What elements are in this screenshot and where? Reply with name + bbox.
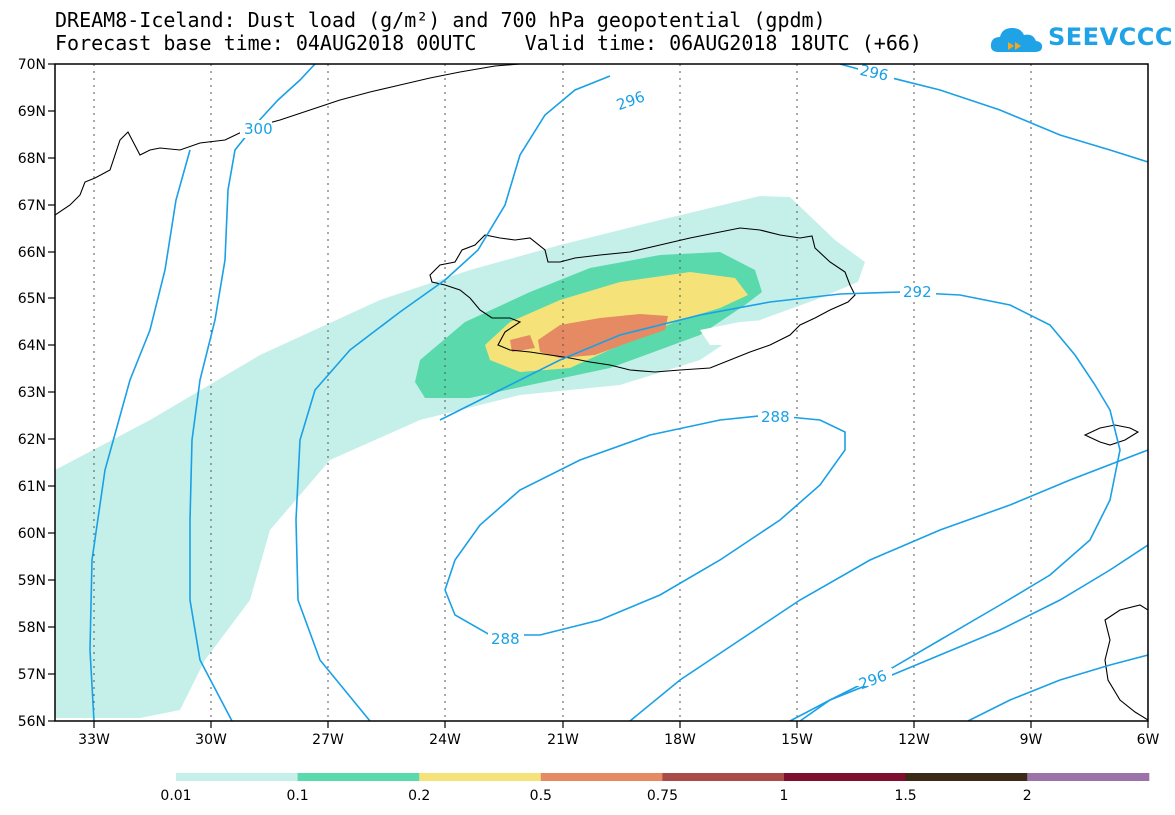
contour-288 [444, 414, 846, 636]
lat-label: 62N [18, 432, 46, 448]
clear-patch [700, 318, 820, 345]
lat-label: 58N [18, 620, 46, 636]
lat-label: 67N [18, 198, 46, 214]
geopotential-contours [89, 64, 1148, 721]
lon-label: 12W [898, 732, 930, 748]
map-title: DREAM8-Iceland: Dust load (g/m²) and 700… [55, 8, 826, 32]
lat-label: 61N [18, 479, 46, 495]
contour-296-southeast [799, 544, 1148, 721]
lat-label: 66N [18, 245, 46, 261]
contour-92-southwest [89, 149, 191, 721]
lon-label: 15W [781, 732, 813, 748]
lon-label: 30W [195, 732, 227, 748]
lat-label: 56N [18, 714, 46, 730]
contour-label: 288 [761, 408, 790, 426]
lat-label: 69N [18, 104, 46, 120]
colorbar-swatch [784, 773, 907, 781]
lat-label: 59N [18, 573, 46, 589]
iceland-coast [429, 227, 856, 373]
contour-label: 292 [903, 283, 932, 301]
latitude-labels: 70N 69N 68N 67N 66N 65N 64N 63N 62N 61N … [18, 57, 46, 730]
lat-label: 60N [18, 526, 46, 542]
contour-label-group: 300 296 296 292 288 288 296 [240, 61, 936, 693]
colorbar-label: 1.5 [894, 788, 916, 804]
graticule [93, 64, 1032, 721]
contour-label: 296 [858, 61, 890, 85]
colorbar-swatch [1027, 773, 1150, 781]
contour-296-west [295, 75, 611, 721]
colorbar-label: 1 [780, 788, 789, 804]
contour-label: 288 [491, 630, 520, 648]
lon-label: 9W [1020, 732, 1043, 748]
colorbar-swatch [176, 773, 299, 781]
lon-label: 18W [664, 732, 696, 748]
colorbar: 0.01 0.1 0.2 0.5 0.75 1 1.5 2 [160, 773, 1150, 804]
contour-300 [189, 64, 316, 721]
map-subtitle: Forecast base time: 04AUG2018 00UTC Vali… [55, 31, 922, 55]
dust-level-0-5-small [510, 335, 535, 352]
axis-ticks [48, 63, 1149, 728]
contour-southeast-arc [967, 654, 1148, 721]
lon-label: 33W [78, 732, 110, 748]
logo-text: SEEVCCC [1048, 23, 1173, 51]
faroe-coast [1083, 424, 1140, 446]
contour-292 [439, 291, 1121, 721]
lat-label: 64N [18, 338, 46, 354]
colorbar-label: 0.75 [647, 788, 678, 804]
lat-label: 65N [18, 291, 46, 307]
lon-label: 24W [429, 732, 461, 748]
colorbar-swatch [540, 773, 663, 781]
lat-label: 57N [18, 667, 46, 683]
colorbar-swatch [662, 773, 785, 781]
lon-label: 21W [547, 732, 579, 748]
colorbar-swatch [419, 773, 542, 781]
contour-label: 300 [244, 120, 273, 138]
coastlines [55, 64, 1148, 721]
lon-label: 6W [1137, 732, 1160, 748]
contour-label: 296 [614, 87, 647, 114]
colorbar-label: 0.1 [286, 788, 308, 804]
seevccc-cloud-logo-icon [990, 28, 1043, 52]
greenland-coast [55, 64, 521, 216]
dust-level-0-5 [538, 314, 668, 358]
lat-label: 63N [18, 385, 46, 401]
colorbar-label: 0.5 [530, 788, 552, 804]
longitude-labels: 33W 30W 27W 24W 21W 18W 15W 12W 9W 6W [78, 732, 1159, 748]
colorbar-label: 0.01 [160, 788, 191, 804]
scotland-coast [1104, 604, 1148, 721]
contour-1148 [629, 449, 1148, 721]
colorbar-label: 0.2 [408, 788, 430, 804]
colorbar-label: 2 [1023, 788, 1032, 804]
lat-label: 68N [18, 151, 46, 167]
colorbar-swatch [905, 773, 1028, 781]
lat-label: 70N [18, 57, 46, 73]
dust-load-fill [55, 196, 865, 718]
colorbar-swatch [297, 773, 420, 781]
lon-label: 27W [312, 732, 344, 748]
